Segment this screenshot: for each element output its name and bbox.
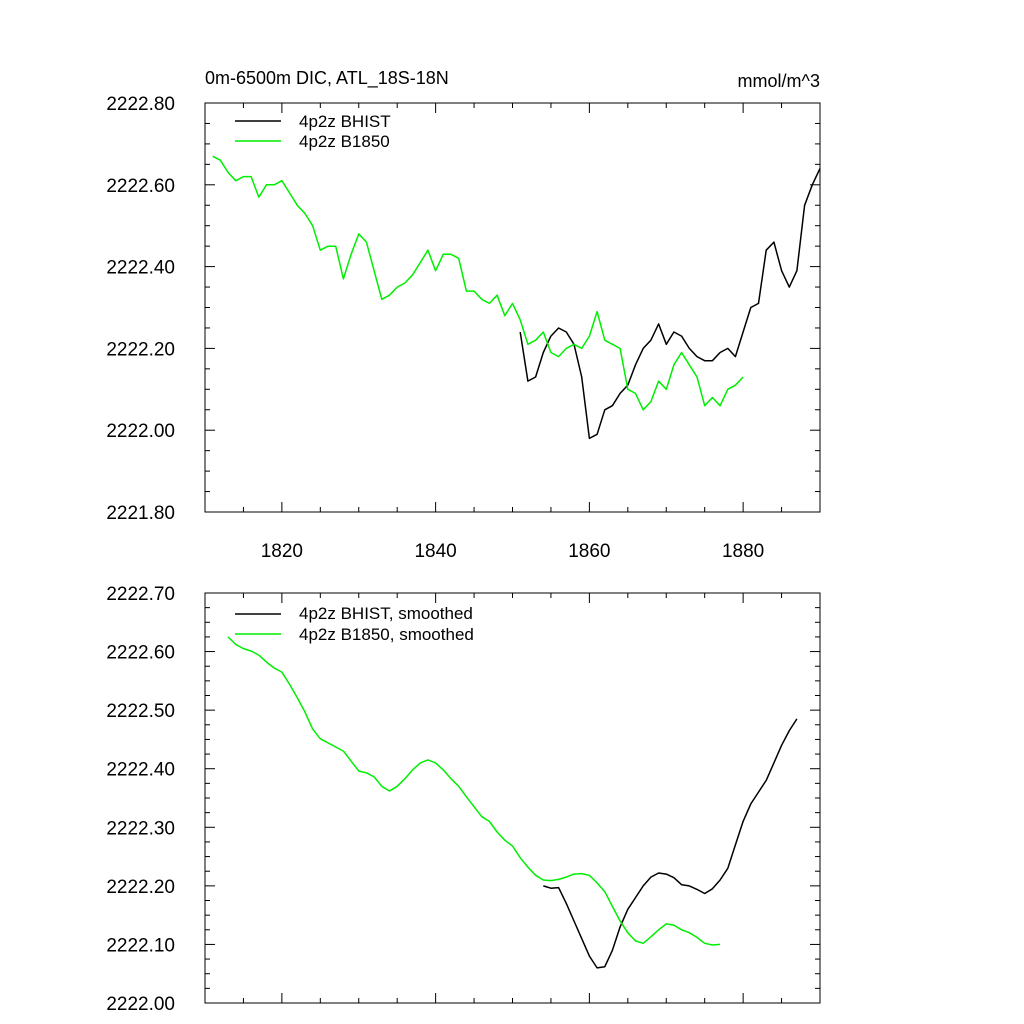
y-tick-label: 2222.20: [106, 877, 175, 898]
y-tick-label: 2222.70: [106, 584, 175, 605]
legend-label-bhist: 4p2z BHIST: [299, 112, 391, 131]
series-line-b1850: [227, 636, 721, 946]
plot-frame: [204, 102, 821, 513]
axis-ticks: 2222.00 2222.10 2222.20 2222.30 2222.40 2222.…: [106, 584, 821, 1015]
y-tick-label: 2222.40: [106, 760, 175, 781]
y-tick-label: 2222.50: [106, 701, 175, 722]
y-tick-label: 2221.80: [106, 503, 175, 524]
y-tick-label: 2222.80: [106, 94, 175, 115]
top-panel: 0m-6500m DIC, ATL_18S-18N mmol/m^3 1820 1…: [106, 68, 821, 562]
y-tick-label: 2222.20: [106, 339, 175, 360]
units-label: mmol/m^3: [738, 71, 820, 91]
bottom-panel: 2222.00 2222.10 2222.20 2222.30 2222.40 2222.…: [106, 584, 821, 1015]
y-tick-label: 2222.40: [106, 258, 175, 279]
y-tick-label: 2222.60: [106, 176, 175, 197]
y-tick-label: 2222.00: [106, 994, 175, 1015]
legend: 4p2z BHIST 4p2z B1850: [235, 112, 391, 151]
y-tick-label: 2222.10: [106, 935, 175, 956]
y-tick-label: 2222.00: [106, 421, 175, 442]
legend-label-b1850: 4p2z B1850: [299, 132, 390, 151]
series-line-bhist: [519, 168, 821, 440]
y-tick-label: 2222.30: [106, 818, 175, 839]
legend-label-b1850-smoothed: 4p2z B1850, smoothed: [299, 625, 474, 644]
x-tick-label: 1820: [261, 541, 303, 562]
series-line-bhist: [543, 718, 798, 969]
x-tick-label: 1880: [722, 541, 764, 562]
x-tick-label: 1840: [414, 541, 456, 562]
y-tick-label: 2222.60: [106, 643, 175, 664]
series-lines: [212, 155, 821, 440]
panel-title: 0m-6500m DIC, ATL_18S-18N: [205, 68, 449, 89]
series-line-b1850: [212, 155, 744, 411]
x-tick-label: 1860: [568, 541, 610, 562]
legend-label-bhist-smoothed: 4p2z BHIST, smoothed: [299, 604, 473, 623]
legend: 4p2z BHIST, smoothed 4p2z B1850, smoothe…: [235, 604, 474, 644]
series-lines: [227, 636, 798, 969]
plot-frame: [204, 592, 821, 1004]
axis-ticks: 1820 1840 1860 1880 2221.80 2222.00 2222.20 222…: [106, 94, 821, 562]
